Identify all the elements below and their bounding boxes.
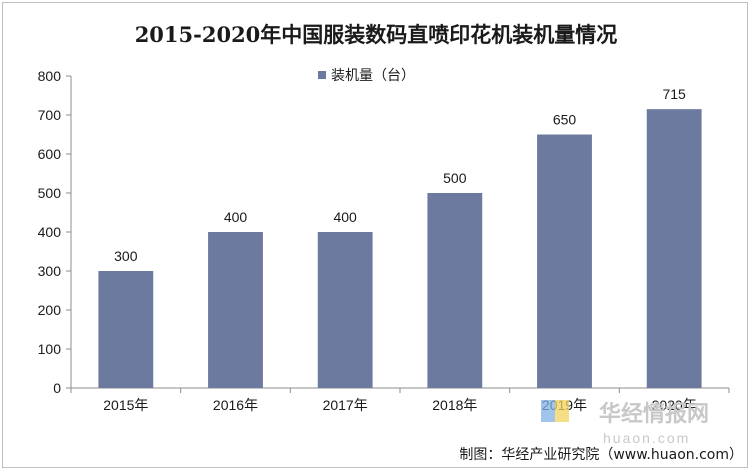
x-tick-label: 2018年 (432, 397, 477, 413)
x-tick-label: 2015年 (103, 397, 148, 413)
data-label: 715 (662, 86, 686, 102)
data-label: 500 (443, 170, 467, 186)
y-tick-label: 800 (38, 68, 62, 84)
data-label: 400 (333, 209, 357, 225)
watermark-logo-blue (541, 400, 555, 422)
bar (427, 193, 483, 388)
watermark-url: huaon.com (603, 430, 690, 446)
y-tick-label: 400 (38, 224, 62, 240)
bar (98, 271, 154, 388)
bar (208, 232, 263, 388)
data-label: 650 (553, 112, 577, 128)
legend-label: 装机量（台） (331, 68, 415, 84)
x-tick-label: 2017年 (323, 397, 368, 413)
y-axis: 0 100 200 300 400 500 600 700 800 (38, 68, 72, 396)
y-tick-label: 500 (38, 185, 62, 201)
watermark: 华经情报网 huaon.com (541, 400, 709, 446)
watermark-logo-text: 华经情报网 (599, 401, 709, 427)
y-tick-label: 100 (38, 341, 62, 357)
legend-swatch (318, 71, 326, 79)
y-tick-label: 600 (38, 146, 62, 162)
legend: 装机量（台） (318, 68, 415, 84)
y-tick-label: 0 (53, 380, 61, 396)
bar (646, 109, 702, 389)
bar-chart: 2015-2020年中国服装数码直喷印花机装机量情况 装机量（台） 0 100 20… (38, 22, 743, 463)
watermark-logo-yellow (555, 400, 569, 422)
x-tick-label: 2020年 (652, 397, 697, 413)
x-axis: 2015年2016年2017年2018年2019年2020年 (70, 387, 730, 413)
y-tick-label: 700 (38, 107, 62, 123)
bars (98, 109, 702, 389)
y-tick-label: 300 (38, 263, 62, 279)
data-label: 300 (114, 248, 138, 264)
y-tick-label: 200 (38, 302, 62, 318)
data-labels: 300 400 400 500 650 715 (114, 86, 686, 264)
data-label: 400 (224, 209, 248, 225)
x-tick-label: 2016年 (213, 397, 258, 413)
chart-title: 2015-2020年中国服装数码直喷印花机装机量情况 (135, 22, 618, 47)
bar (317, 232, 373, 388)
source-credit: 制图：华经产业研究院（www.huaon.com） (459, 447, 743, 463)
bar (537, 134, 592, 388)
